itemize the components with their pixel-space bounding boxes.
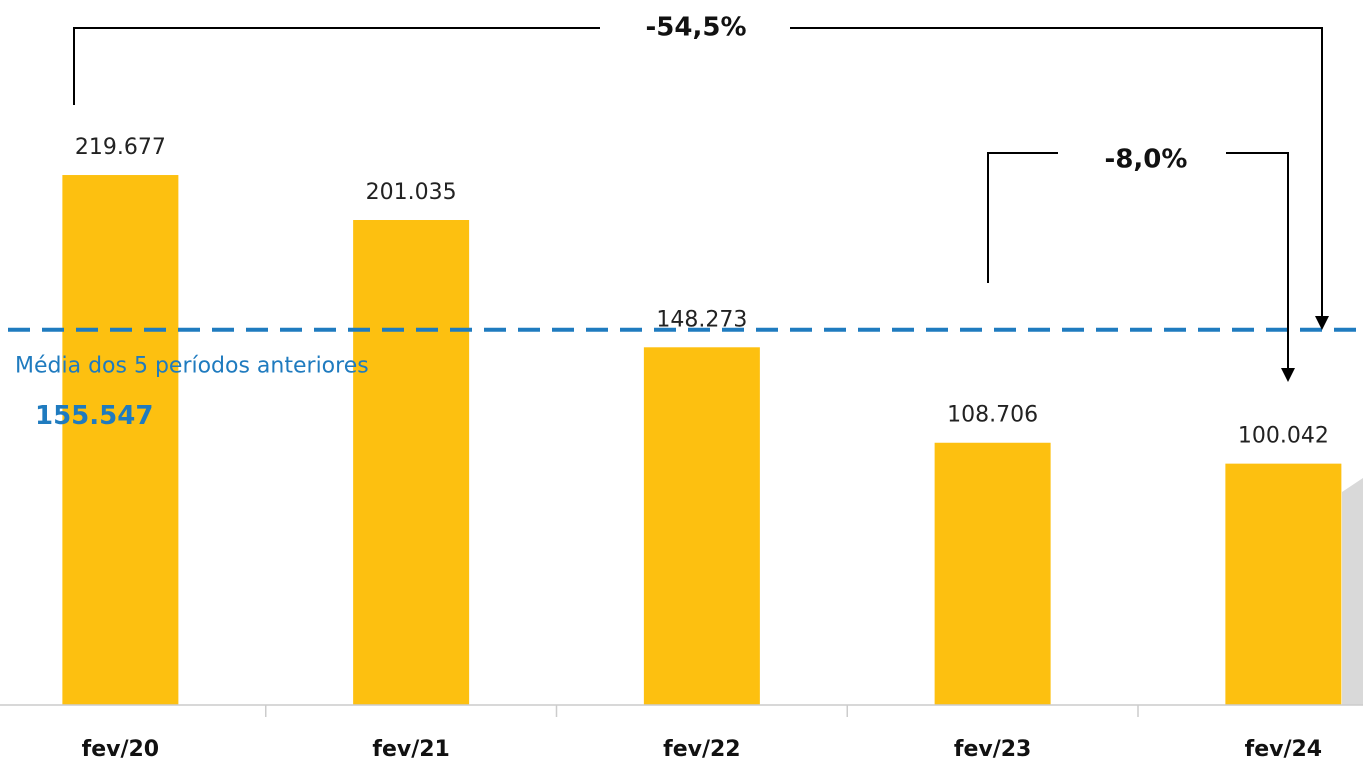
x-tick-label: fev/20 xyxy=(82,737,159,762)
annotation: -8,0% xyxy=(1105,145,1188,175)
bracket xyxy=(987,152,1058,283)
bar xyxy=(353,220,470,706)
arrow-head xyxy=(1281,368,1295,382)
value-label: 219.677 xyxy=(75,135,166,160)
average-label: 155.547 xyxy=(35,401,153,431)
decoration xyxy=(1342,478,1363,705)
bracket xyxy=(1226,152,1289,375)
bar xyxy=(643,347,760,705)
bracket xyxy=(790,27,1323,322)
x-tick-label: fev/22 xyxy=(663,737,740,762)
bar xyxy=(62,175,179,705)
bracket xyxy=(73,27,600,105)
arrow-head xyxy=(1315,316,1329,330)
value-label: 108.706 xyxy=(947,403,1038,428)
annotation: -54,5% xyxy=(646,13,747,43)
value-label: 100.042 xyxy=(1238,424,1329,449)
x-tick-label: fev/23 xyxy=(954,737,1031,762)
x-tick-label: fev/21 xyxy=(372,737,449,762)
value-label: 201.035 xyxy=(366,180,457,205)
bar xyxy=(934,442,1051,705)
average-text: Média dos 5 períodos anteriores xyxy=(15,354,369,379)
bar xyxy=(1225,463,1342,705)
x-tick-label: fev/24 xyxy=(1245,737,1322,762)
